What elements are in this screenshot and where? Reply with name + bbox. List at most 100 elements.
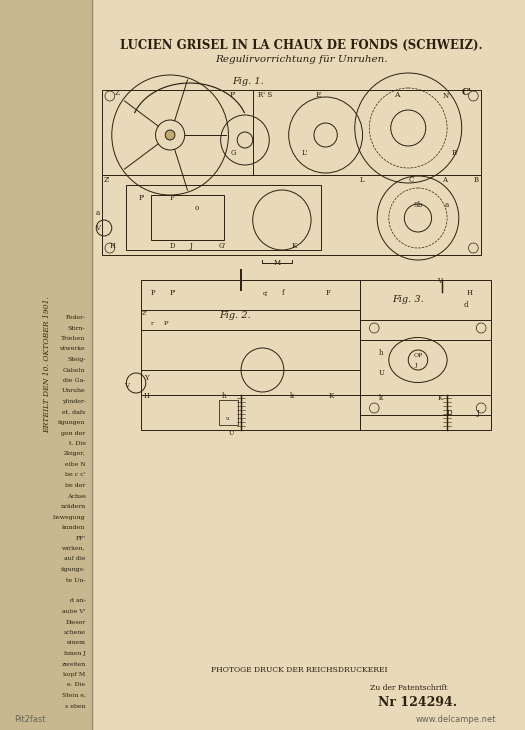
Bar — [102, 90, 481, 255]
Text: ügungs-: ügungs- — [60, 567, 86, 572]
Text: et, dafs: et, dafs — [62, 410, 86, 415]
Text: be der: be der — [65, 483, 86, 488]
Text: e. Die: e. Die — [67, 683, 86, 688]
Text: Nr 124294.: Nr 124294. — [379, 696, 457, 710]
Text: U: U — [228, 431, 234, 436]
Text: be c c': be c c' — [65, 472, 86, 477]
Text: H: H — [110, 242, 116, 250]
Bar — [219, 400, 238, 425]
Text: r: r — [151, 321, 153, 326]
Text: K: K — [291, 242, 297, 250]
Bar — [127, 185, 321, 250]
Text: a: a — [444, 201, 448, 209]
Text: Steig-: Steig- — [67, 357, 86, 362]
Text: einem: einem — [67, 640, 86, 645]
Text: aube V': aube V' — [62, 609, 86, 614]
Bar — [151, 195, 224, 240]
Text: P': P' — [170, 289, 176, 297]
Text: Z': Z' — [104, 176, 111, 184]
Circle shape — [165, 130, 175, 140]
Text: V: V — [124, 382, 130, 390]
Text: P: P — [170, 194, 175, 202]
Text: ylinder-: ylinder- — [61, 399, 86, 404]
Text: A: A — [394, 91, 399, 99]
Text: ügungen: ügungen — [58, 420, 86, 425]
Text: Gabeln: Gabeln — [63, 367, 86, 372]
Text: t. Die: t. Die — [69, 441, 86, 446]
Text: Y: Y — [144, 374, 149, 382]
Text: h: h — [379, 349, 384, 357]
Text: Dieser: Dieser — [65, 620, 86, 624]
Text: Feder-: Feder- — [66, 315, 86, 320]
Text: kunden: kunden — [62, 525, 86, 530]
Text: utwerke: utwerke — [60, 347, 86, 352]
Text: k: k — [290, 392, 294, 400]
Text: Zeiger,: Zeiger, — [64, 451, 86, 456]
Text: gen der: gen der — [61, 431, 86, 436]
Text: J: J — [190, 242, 193, 250]
Text: kopf M: kopf M — [64, 672, 86, 677]
Text: zweiten: zweiten — [61, 661, 86, 666]
Text: nrädern: nrädern — [60, 504, 86, 509]
Text: a: a — [95, 209, 100, 217]
Text: D: D — [170, 242, 175, 250]
Text: M: M — [274, 259, 281, 267]
Text: PHOTOGE DRUCK DER REICHSDRUCKEREI: PHOTOGE DRUCK DER REICHSDRUCKEREI — [211, 666, 387, 674]
Text: H: H — [144, 392, 150, 400]
Text: www.delcampe.net: www.delcampe.net — [415, 715, 496, 724]
Text: d an-: d an- — [70, 599, 86, 604]
Text: Unruhe: Unruhe — [62, 388, 86, 393]
Text: U: U — [379, 369, 385, 377]
Text: P': P' — [163, 321, 169, 326]
Bar — [141, 280, 360, 430]
Text: H: H — [467, 289, 472, 297]
Text: h: h — [222, 392, 226, 400]
Text: J: J — [476, 409, 479, 417]
Text: K: K — [329, 392, 334, 400]
Text: LUCIEN GRISEL IN LA CHAUX DE FONDS (SCHWEIZ).: LUCIEN GRISEL IN LA CHAUX DE FONDS (SCHW… — [120, 39, 482, 52]
Text: V: V — [95, 224, 100, 232]
Text: schene: schene — [64, 630, 86, 635]
Text: G': G' — [219, 242, 226, 250]
Text: Achse: Achse — [67, 493, 86, 499]
Text: auf die: auf die — [64, 556, 86, 561]
Text: P': P' — [139, 194, 145, 202]
Text: B': B' — [452, 149, 459, 157]
Text: Sb: Sb — [413, 201, 423, 209]
Text: K: K — [437, 394, 443, 402]
Text: J: J — [414, 363, 416, 368]
Text: Zu der Patentschrift: Zu der Patentschrift — [370, 684, 447, 692]
Text: f: f — [282, 289, 285, 297]
Text: Stirn-: Stirn- — [68, 326, 86, 331]
Text: C: C — [408, 176, 414, 184]
Text: u: u — [226, 416, 229, 421]
Text: F': F' — [229, 91, 236, 99]
Bar — [0, 0, 92, 730]
Text: Fig. 3.: Fig. 3. — [392, 296, 424, 304]
Text: R' S: R' S — [258, 91, 272, 99]
Text: N': N' — [442, 92, 450, 100]
Text: V: V — [437, 277, 443, 285]
Text: s eben: s eben — [65, 704, 86, 709]
Text: te Un-: te Un- — [66, 577, 86, 583]
Text: Trieben: Trieben — [61, 336, 86, 341]
Text: OP: OP — [414, 353, 423, 358]
Text: Fig. 2.: Fig. 2. — [219, 310, 251, 320]
Bar — [360, 280, 491, 430]
Text: die Ga-: die Ga- — [63, 378, 86, 383]
Text: Regulirvorrichtung für Unruhen.: Regulirvorrichtung für Unruhen. — [215, 55, 387, 64]
Text: Stein e,: Stein e, — [61, 693, 86, 698]
Text: L': L' — [301, 149, 308, 157]
Text: L: L — [360, 176, 364, 184]
Text: Z: Z — [114, 89, 120, 97]
Text: Fig. 1.: Fig. 1. — [232, 77, 264, 86]
Text: d: d — [464, 301, 468, 309]
Text: q': q' — [262, 291, 268, 296]
Text: o: o — [194, 204, 198, 212]
Text: E': E' — [316, 91, 323, 99]
Text: hmen J: hmen J — [64, 651, 86, 656]
Text: D: D — [447, 409, 453, 417]
Text: ERTEILT DEN 10. OKTOBER 1901.: ERTEILT DEN 10. OKTOBER 1901. — [43, 296, 50, 434]
Text: F: F — [326, 289, 330, 297]
Text: P: P — [151, 289, 155, 297]
